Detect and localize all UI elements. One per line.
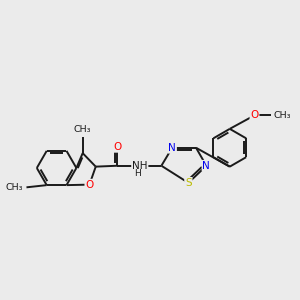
Text: CH₃: CH₃ xyxy=(273,111,291,120)
Text: CH₃: CH₃ xyxy=(74,125,92,134)
Text: O: O xyxy=(85,180,94,190)
Text: O: O xyxy=(250,110,259,120)
Text: H: H xyxy=(134,169,141,178)
Text: NH: NH xyxy=(132,161,148,171)
Text: N: N xyxy=(168,143,176,153)
Text: CH₃: CH₃ xyxy=(5,183,23,192)
Text: O: O xyxy=(113,142,122,152)
Text: S: S xyxy=(185,178,192,188)
Text: N: N xyxy=(202,161,210,171)
